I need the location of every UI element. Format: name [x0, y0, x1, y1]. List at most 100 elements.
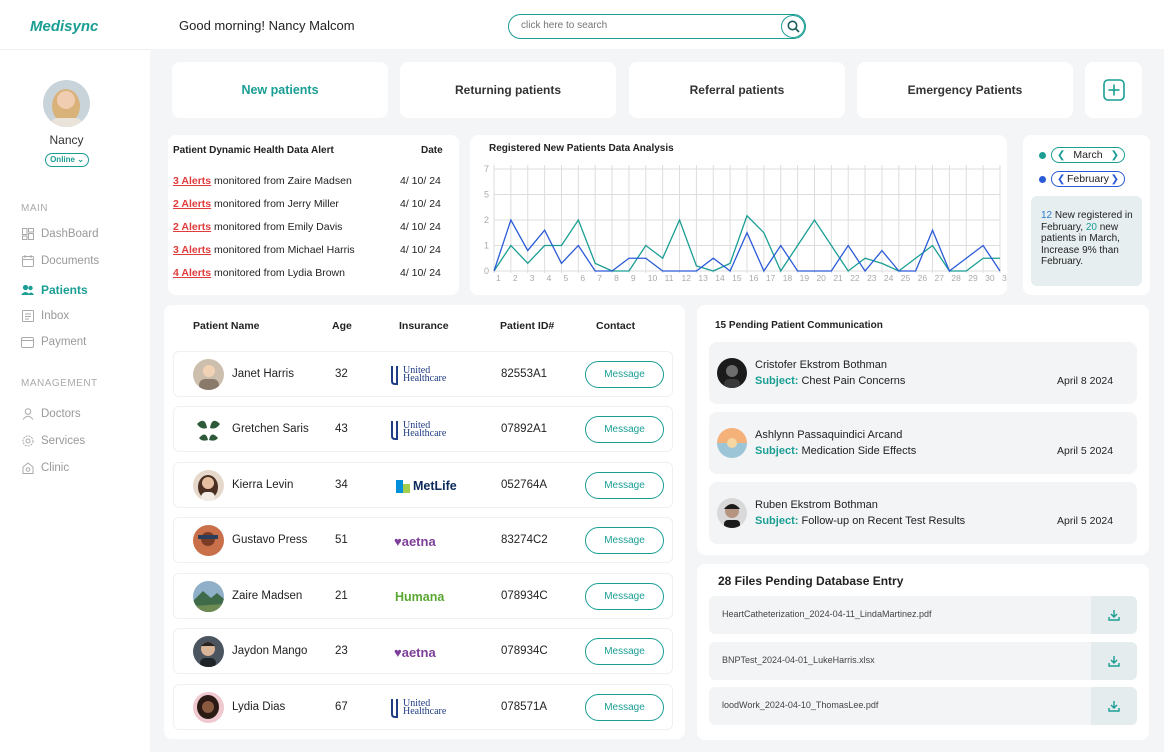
- sender-name: Ruben Ekstrom Bothman: [755, 499, 878, 511]
- nav-section-main: MAIN: [21, 203, 48, 214]
- sidebar-item-dashboard[interactable]: DashBoard: [21, 226, 99, 242]
- x-tick-label: 5: [563, 273, 568, 283]
- tab-emergency-patients[interactable]: Emergency Patients: [857, 62, 1073, 118]
- download-icon: [1108, 610, 1120, 621]
- sidebar-item-services[interactable]: Services: [21, 433, 85, 449]
- alert-row: 3 Alerts monitored from Zaire Madsen 4/ 1…: [173, 175, 453, 189]
- message-button[interactable]: Message: [585, 694, 664, 721]
- search-button[interactable]: [781, 15, 805, 38]
- app-logo[interactable]: Medisync: [30, 18, 99, 35]
- patient-age: 23: [335, 645, 348, 657]
- patient-age: 34: [335, 479, 348, 491]
- communication-item[interactable]: Ashlynn Passaquindici Arcand Subject: Me…: [709, 412, 1137, 474]
- alert-row: 4 Alerts monitored from Lydia Brown 4/ 10…: [173, 267, 453, 281]
- online-status-dropdown[interactable]: Online ⌄: [45, 153, 89, 167]
- table-row[interactable]: Zaire Madsen 21 Humana 078934C Message: [173, 573, 673, 619]
- sidebar-item-label: Inbox: [41, 310, 70, 322]
- table-row[interactable]: Kierra Levin 34 MetLife 052764A Message: [173, 462, 673, 508]
- file-name[interactable]: loodWork_2024-04-10_ThomasLee.pdf: [722, 700, 879, 710]
- download-button[interactable]: [1091, 642, 1137, 680]
- avatar: [193, 414, 224, 445]
- table-row[interactable]: Jaydon Mango 23 ♥aetna 078934C Message: [173, 628, 673, 674]
- message-button[interactable]: Message: [585, 361, 664, 388]
- add-tab-button[interactable]: [1085, 62, 1142, 118]
- communication-item[interactable]: Cristofer Ekstrom Bothman Subject: Chest…: [709, 342, 1137, 404]
- alert-text: monitored from Emily Davis: [211, 221, 343, 233]
- sender-name: Cristofer Ekstrom Bothman: [755, 359, 888, 371]
- search-bar[interactable]: [508, 14, 806, 39]
- alert-count-link[interactable]: 2 Alerts: [173, 198, 212, 210]
- message-button[interactable]: Message: [585, 638, 664, 665]
- alert-text: monitored from Jerry Miller: [211, 198, 339, 210]
- series-line-february: [493, 218, 1001, 273]
- alert-text: monitored from Zaire Madsen: [211, 175, 352, 187]
- sidebar-item-clinic[interactable]: Clinic: [21, 460, 69, 476]
- file-name[interactable]: BNPTest_2024-04-01_LukeHarris.xlsx: [722, 655, 875, 665]
- message-button[interactable]: Message: [585, 472, 664, 499]
- x-tick-label: 26: [918, 273, 928, 283]
- message-date: April 5 2024: [1057, 445, 1114, 457]
- alerts-date-header: Date: [421, 145, 443, 156]
- x-tick-label: 27: [935, 273, 945, 283]
- alert-date: 4/ 10/ 24: [400, 198, 441, 210]
- payment-icon: [21, 336, 34, 349]
- patients-icon: [21, 284, 34, 297]
- y-tick-label: 1: [484, 241, 489, 251]
- patient-id: 078934C: [501, 645, 548, 657]
- sidebar-item-inbox[interactable]: Inbox: [21, 308, 69, 324]
- insurance-logo-metlife: MetLife: [390, 473, 470, 499]
- file-name[interactable]: HeartCatheterization_2024-04-11_LindaMar…: [722, 609, 932, 619]
- chevron-left-icon[interactable]: ❮: [1057, 149, 1066, 161]
- pending-files-card: 28 Files Pending Database Entry HeartCat…: [697, 564, 1149, 740]
- month-row-march: ❮ March ❯: [1039, 147, 1125, 163]
- summary-text-1: New registered in February,: [1041, 210, 1133, 233]
- chevron-left-icon[interactable]: ❮: [1057, 173, 1066, 185]
- month-compare-card: ❮ March ❯ ❮ February ❯ 12 New registered…: [1023, 135, 1150, 295]
- x-tick-label: 21: [833, 273, 843, 283]
- x-tick-label: 19: [800, 273, 810, 283]
- download-button[interactable]: [1091, 596, 1137, 634]
- table-row[interactable]: Janet Harris 32 United Healthcare 82553A1…: [173, 351, 673, 397]
- alert-count-link[interactable]: 2 Alerts: [173, 221, 212, 233]
- tab-new-patients[interactable]: New patients: [172, 62, 388, 118]
- sidebar-item-doctors[interactable]: Doctors: [21, 406, 81, 422]
- tab-referral-patients[interactable]: Referral patients: [629, 62, 845, 118]
- avatar: [193, 525, 224, 556]
- sidebar-item-label: Doctors: [41, 408, 81, 420]
- pending-communication-card: 15 Pending Patient Communication Cristof…: [697, 305, 1149, 555]
- chevron-right-icon[interactable]: ❯: [1110, 149, 1119, 161]
- month-selector-february[interactable]: ❮ February ❯: [1051, 171, 1125, 187]
- communication-item[interactable]: Ruben Ekstrom Bothman Subject: Follow-up…: [709, 482, 1137, 544]
- alert-row: 3 Alerts monitored from Michael Harris 4/…: [173, 244, 453, 258]
- month-selector-march[interactable]: ❮ March ❯: [1051, 147, 1125, 163]
- table-row[interactable]: Gustavo Press 51 ♥aetna 83274C2 Message: [173, 517, 673, 563]
- sidebar-item-payment[interactable]: Payment: [21, 334, 86, 350]
- patient-id: 052764A: [501, 479, 548, 491]
- chevron-right-icon[interactable]: ❯: [1110, 173, 1119, 185]
- table-row[interactable]: Lydia Dias 67 United Healthcare 078571A M…: [173, 684, 673, 730]
- message-button[interactable]: Message: [585, 416, 664, 443]
- x-tick-label: 10: [648, 273, 658, 283]
- alert-count-link[interactable]: 3 Alerts: [173, 175, 212, 187]
- message-button[interactable]: Message: [585, 527, 664, 554]
- alert-count-link[interactable]: 3 Alerts: [173, 244, 212, 256]
- tab-returning-patients[interactable]: Returning patients: [400, 62, 616, 118]
- download-button[interactable]: [1091, 687, 1137, 725]
- table-row[interactable]: Gretchen Saris 43 United Healthcare 07892…: [173, 406, 673, 452]
- x-tick-label: 9: [631, 273, 636, 283]
- greeting-text: Good morning! Nancy Malcom: [179, 18, 355, 33]
- message-date: April 8 2024: [1057, 375, 1114, 387]
- sidebar-item-documents[interactable]: Documents: [21, 253, 99, 269]
- user-avatar[interactable]: [43, 80, 90, 127]
- alert-date: 4/ 10/ 24: [400, 267, 441, 279]
- sidebar-item-patients[interactable]: Patients: [21, 282, 88, 298]
- avatar: [717, 428, 747, 458]
- alert-count-link[interactable]: 4 Alerts: [173, 267, 212, 279]
- clinic-icon: [21, 462, 34, 475]
- patient-name: Janet Harris: [232, 368, 294, 380]
- message-button[interactable]: Message: [585, 583, 664, 610]
- x-tick-label: 18: [783, 273, 793, 283]
- patient-id: 83274C2: [501, 534, 548, 546]
- message-subject: Subject: Follow-up on Recent Test Result…: [755, 515, 966, 527]
- search-input[interactable]: [521, 20, 771, 31]
